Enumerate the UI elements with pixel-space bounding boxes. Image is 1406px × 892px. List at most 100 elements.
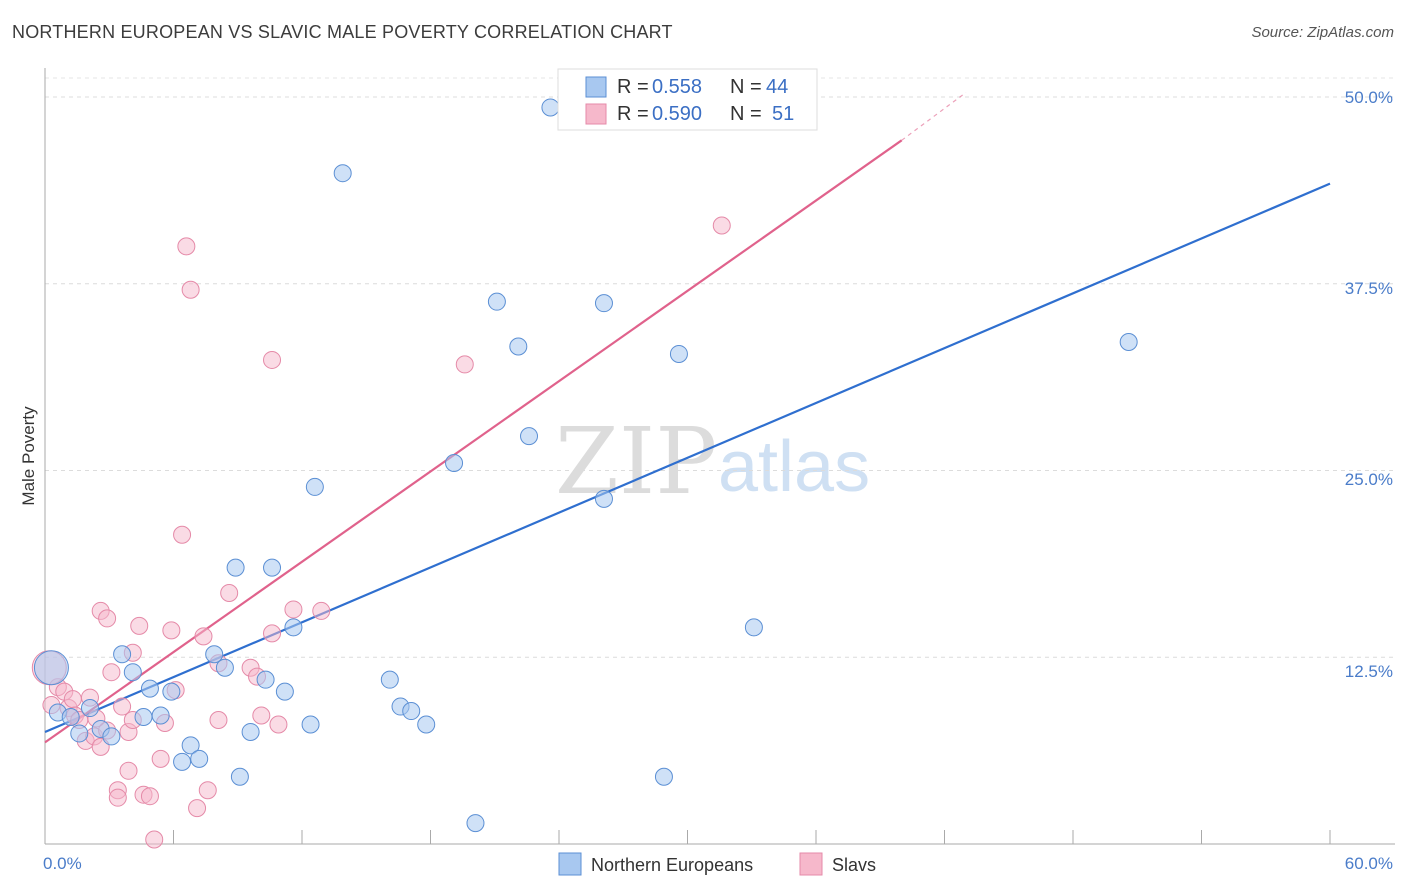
- grid-lines: [45, 77, 1395, 658]
- slavs-point: [140, 787, 159, 806]
- watermark-atlas: atlas: [718, 427, 870, 507]
- legend-r-value-pink: 0.590: [652, 103, 702, 125]
- northern-europeans-point: [744, 618, 763, 637]
- northern-europeans-point: [256, 670, 275, 689]
- slavs-point: [263, 350, 282, 369]
- slavs-point: [145, 830, 164, 849]
- slavs-point: [312, 601, 331, 620]
- legend-bottom-label-pink: Slavs: [832, 855, 876, 875]
- northern-europeans-points: [33, 98, 1138, 833]
- slavs-points: [31, 216, 731, 849]
- northern-europeans-point: [230, 767, 249, 786]
- slavs-point: [263, 624, 282, 643]
- y-tick-label-37-5: 37.5%: [1345, 279, 1393, 298]
- northern-europeans-point: [205, 645, 224, 664]
- northern-europeans-point: [417, 715, 436, 734]
- x-tick-marks: [44, 830, 1331, 844]
- legend-bottom-swatch-blue: [558, 852, 582, 876]
- legend-top: R = 0.558 N = 44 R = 0.590 N = 51: [557, 68, 818, 131]
- northern-europeans-point: [520, 427, 539, 446]
- northern-europeans-point: [70, 724, 89, 743]
- northern-europeans-point: [284, 618, 303, 637]
- legend-bottom: Northern Europeans Slavs: [558, 852, 876, 876]
- slavs-point: [177, 237, 196, 256]
- slavs-point: [284, 600, 303, 619]
- slavs-point: [220, 584, 239, 603]
- legend-r-value-blue: 0.558: [652, 76, 702, 98]
- legend-bottom-swatch-pink: [799, 852, 823, 876]
- slavs-point: [209, 710, 228, 729]
- trend-line-northern-europeans: [44, 182, 1331, 733]
- legend-n-label-pink: N =: [730, 103, 762, 125]
- northern-europeans-point: [241, 722, 260, 741]
- x-tick-label-min: 0.0%: [43, 854, 82, 873]
- northern-europeans-point: [263, 558, 282, 577]
- slavs-point: [113, 697, 132, 716]
- northern-europeans-point: [123, 663, 142, 682]
- northern-europeans-point: [541, 98, 560, 117]
- legend-bottom-label-blue: Northern Europeans: [591, 855, 753, 875]
- northern-europeans-point: [594, 294, 613, 313]
- northern-europeans-point: [181, 736, 200, 755]
- x-tick-label-max: 60.0%: [1345, 854, 1393, 873]
- northern-europeans-point: [162, 682, 181, 701]
- y-tick-label-50: 50.0%: [1345, 88, 1393, 107]
- source-label: Source: ZipAtlas.com: [1251, 24, 1394, 41]
- trend-line-slavs-extension: [901, 92, 967, 141]
- northern-europeans-point: [80, 699, 99, 718]
- northern-europeans-point: [445, 454, 464, 473]
- northern-europeans-point: [509, 337, 528, 356]
- slavs-point: [162, 621, 181, 640]
- northern-europeans-point: [33, 650, 69, 686]
- slavs-point: [119, 761, 138, 780]
- slavs-point: [173, 525, 192, 544]
- legend-n-label-blue: N =: [730, 76, 762, 98]
- northern-europeans-point: [305, 477, 324, 496]
- trend-line-slavs: [44, 139, 903, 744]
- northern-europeans-point: [466, 814, 485, 833]
- northern-europeans-point: [402, 702, 421, 721]
- northern-europeans-point: [226, 558, 245, 577]
- watermark-zip: ZIP: [555, 408, 717, 515]
- northern-europeans-point: [487, 292, 506, 311]
- slavs-point: [252, 706, 271, 725]
- slavs-point: [269, 715, 288, 734]
- slavs-point: [188, 799, 207, 818]
- y-tick-label-25: 25.0%: [1345, 470, 1393, 489]
- northern-europeans-point: [669, 344, 688, 363]
- northern-europeans-point: [380, 670, 399, 689]
- northern-europeans-point: [301, 715, 320, 734]
- northern-europeans-point: [215, 658, 234, 677]
- slavs-point: [130, 616, 149, 635]
- slavs-point: [108, 788, 127, 807]
- trend-lines: [44, 92, 1331, 744]
- slavs-point: [102, 663, 121, 682]
- chart-title: NORTHERN EUROPEAN VS SLAVIC MALE POVERTY…: [12, 22, 673, 42]
- northern-europeans-point: [173, 752, 192, 771]
- northern-europeans-point: [134, 708, 153, 727]
- legend-n-value-pink: 51: [772, 103, 794, 125]
- northern-europeans-point: [654, 767, 673, 786]
- y-axis-label: Male Poverty: [19, 406, 38, 506]
- northern-europeans-point: [594, 489, 613, 508]
- northern-europeans-point: [1119, 333, 1138, 352]
- legend-r-label-pink: R =: [617, 103, 649, 125]
- slavs-point: [194, 627, 213, 646]
- slavs-point: [151, 749, 170, 768]
- slavs-point: [455, 355, 474, 374]
- legend-n-value-blue: 44: [766, 76, 788, 98]
- slavs-point: [181, 280, 200, 299]
- slavs-point: [63, 690, 82, 709]
- northern-europeans-point: [190, 749, 209, 768]
- slavs-point: [712, 216, 731, 235]
- legend-swatch-blue: [585, 76, 607, 98]
- northern-europeans-point: [140, 679, 159, 698]
- northern-europeans-point: [333, 164, 352, 183]
- legend-r-label-blue: R =: [617, 76, 649, 98]
- northern-europeans-point: [275, 682, 294, 701]
- northern-europeans-point: [113, 645, 132, 664]
- northern-europeans-point: [102, 727, 121, 746]
- slavs-point: [98, 609, 117, 628]
- northern-europeans-point: [151, 706, 170, 725]
